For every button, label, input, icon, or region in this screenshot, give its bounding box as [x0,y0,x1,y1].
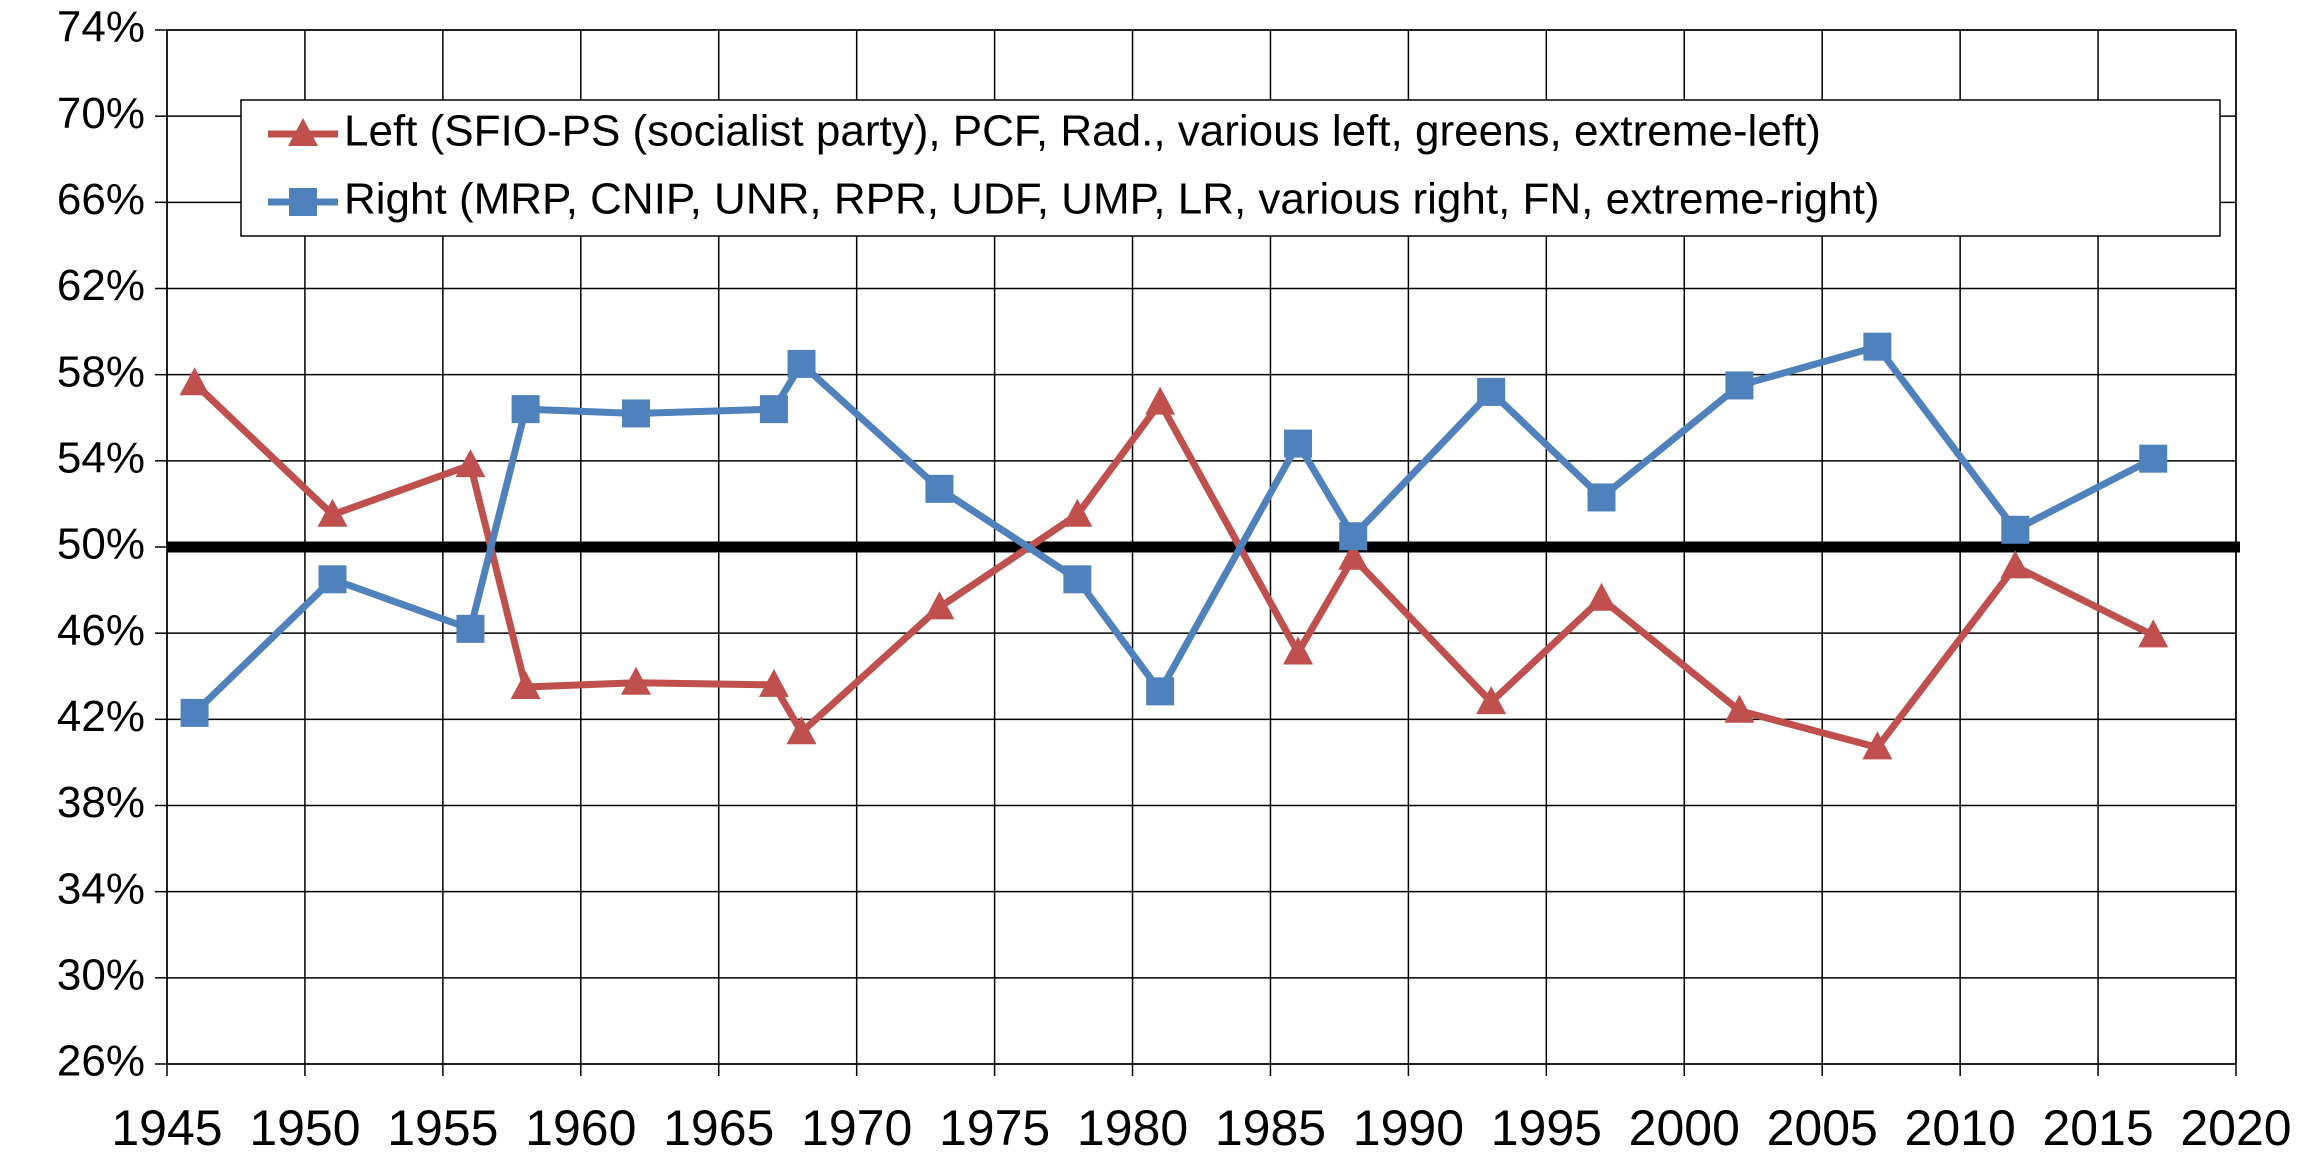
series-line [192,343,2155,716]
x-tick-label: 1950 [249,1100,360,1156]
marker [1062,498,1093,527]
x-tick-label: 1975 [939,1100,1050,1156]
marker [455,449,486,478]
marker [179,367,210,396]
marker [1724,694,1755,723]
y-tick-label: 30% [57,950,145,999]
marker [510,671,541,700]
legend-label: Left (SFIO-PS (socialist party), PCF, Ra… [344,107,1821,156]
marker [1476,686,1507,715]
marker [1284,429,1313,458]
marker [2001,515,2030,544]
x-tick-label: 1945 [111,1100,222,1156]
marker [621,399,650,428]
marker [758,668,789,697]
x-tick-label: 2015 [2042,1100,2153,1156]
marker [787,349,816,378]
legend-label: Right (MRP, CNIP, UNR, RPR, UDF, UMP, LR… [344,175,1879,224]
marker [317,498,348,527]
x-tick-label: 1970 [801,1100,912,1156]
marker [1863,332,1892,361]
marker [2000,550,2031,579]
marker [759,395,788,424]
marker [1725,371,1754,400]
x-tick-label: 2000 [1629,1100,1740,1156]
x-tick-label: 1990 [1353,1100,1464,1156]
marker [786,716,817,745]
y-tick-label: 38% [57,778,145,827]
marker [925,474,954,503]
y-tick-label: 62% [57,261,145,310]
y-tick-label: 46% [57,606,145,655]
marker [1339,522,1368,551]
marker [2138,619,2169,648]
x-tick-label: 1985 [1215,1100,1326,1156]
marker [1283,636,1314,665]
marker [1146,677,1175,706]
x-tick-label: 2010 [1905,1100,2016,1156]
marker [180,698,209,727]
y-tick-label: 58% [57,347,145,396]
marker [1862,731,1893,760]
x-tick-label: 1995 [1491,1100,1602,1156]
x-tick-label: 1960 [525,1100,636,1156]
marker [318,565,347,594]
marker [2139,444,2168,473]
legend-box [240,99,2221,237]
marker [620,666,651,695]
marker [1338,541,1369,570]
y-tick-label: 74% [57,3,145,52]
marker [511,395,540,424]
x-tick-label: 2020 [2180,1100,2291,1156]
x-tick-label: 1980 [1077,1100,1188,1156]
legend: Left (SFIO-PS (socialist party), PCF, Ra… [240,99,2221,237]
marker [1587,483,1616,512]
y-tick-label: 34% [57,864,145,913]
x-tick-label: 2005 [1767,1100,1878,1156]
y-tick-label: 26% [57,1037,145,1086]
marker [456,614,485,643]
marker [924,591,955,620]
series-line [192,380,2155,751]
marker [1477,377,1506,406]
y-tick-label: 42% [57,692,145,741]
marker [1063,565,1092,594]
y-tick-label: 54% [57,433,145,482]
marker [289,188,317,216]
x-tick-label: 1955 [387,1100,498,1156]
y-tick-label: 66% [57,175,145,224]
marker [1145,386,1176,415]
y-tick-label: 50% [57,520,145,569]
x-tick-label: 1965 [663,1100,774,1156]
marker [288,118,318,146]
marker [1586,582,1617,611]
y-tick-label: 70% [57,89,145,138]
